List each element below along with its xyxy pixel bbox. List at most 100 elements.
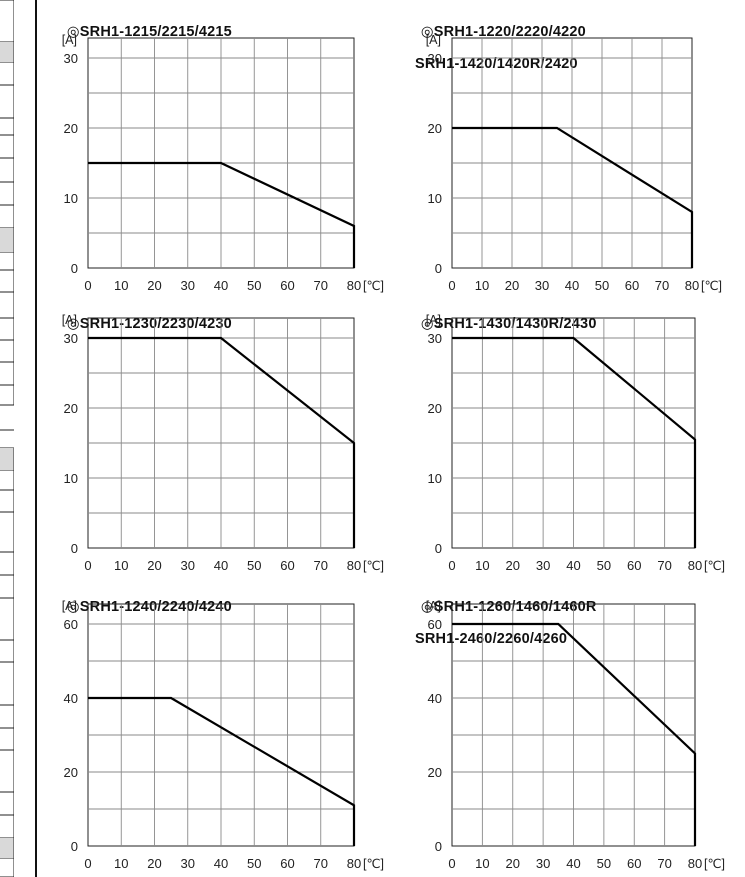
chart-title: ◎SRH1-1260/1460/1460R SRH1-2460/2260/426… [415,599,597,647]
x-tick-label: 40 [566,558,580,573]
x-tick-label: 80 [347,278,361,293]
x-axis-label: [℃] [363,279,384,293]
x-tick-label: 30 [535,278,549,293]
x-tick-label: 70 [314,278,328,293]
y-tick-label: 10 [428,191,442,206]
derating-chart-1240: ◎SRH1-1240/2240/4240 0 20 40 60 [A] 0 10 20 30 40… [50,583,390,873]
y-tick-label: 0 [435,261,442,276]
series-line [452,622,697,846]
x-tick-label: 30 [181,278,195,293]
x-tick-label: 50 [247,558,261,573]
y-tick-label: 20 [428,401,442,416]
x-tick-label: 60 [627,856,641,871]
series-line [452,336,697,548]
x-tick-label: 20 [147,856,161,871]
x-tick-label: 70 [314,558,328,573]
x-axis-label: [℃] [363,559,384,573]
x-tick-label: 10 [114,278,128,293]
x-tick-label: 40 [214,856,228,871]
y-tick-label: 30 [428,331,442,346]
derating-chart-1260: ◎SRH1-1260/1460/1460R SRH1-2460/2260/426… [404,583,744,873]
chart-title: ◎SRH1-1430/1430R/2430 [420,316,597,332]
y-axis-label: [A] [426,599,441,613]
y-axis-label: [A] [62,599,77,613]
x-tick-label: 80 [685,278,699,293]
series-line [88,336,356,548]
y-tick-label: 60 [428,617,442,632]
x-tick-label: 0 [448,278,455,293]
x-tick-label: 50 [595,278,609,293]
x-axis-label: [℃] [704,857,725,871]
x-tick-label: 40 [214,278,228,293]
x-tick-label: 50 [597,558,611,573]
chart-plot: 0 20 40 60 [A] 0 10 20 30 40 50 60 70 80 [℃] [426,599,725,871]
x-tick-label: 70 [657,558,671,573]
chart-title: ◎SRH1-1230/2230/4230 [66,316,232,332]
x-tick-label: 50 [247,278,261,293]
x-tick-label: 0 [84,278,91,293]
y-tick-label: 0 [435,839,442,854]
x-tick-label: 80 [347,856,361,871]
y-tick-label: 0 [435,541,442,556]
x-tick-label: 30 [181,558,195,573]
x-axis-label: [℃] [701,279,722,293]
y-tick-label: 40 [64,691,78,706]
derating-chart-1430: ◎SRH1-1430/1430R/2430 0 10 20 30 [A] 0 10 20 30 4… [404,300,744,590]
x-tick-label: 0 [448,856,455,871]
y-tick-label: 30 [428,51,442,66]
x-tick-label: 70 [657,856,671,871]
y-tick-label: 20 [64,401,78,416]
y-tick-label: 30 [64,51,78,66]
x-tick-label: 20 [147,558,161,573]
x-tick-label: 60 [280,558,294,573]
y-tick-label: 20 [428,121,442,136]
x-tick-label: 60 [280,278,294,293]
x-tick-label: 30 [536,856,550,871]
x-tick-label: 10 [114,856,128,871]
y-tick-label: 0 [71,839,78,854]
x-tick-label: 50 [597,856,611,871]
x-tick-label: 10 [475,278,489,293]
x-tick-label: 80 [688,856,702,871]
derating-chart-1215: ◎SRH1-1215/2215/4215 0 10 20 30 [A] 0 10 20 30 40… [50,8,390,298]
chart-plot: 0 10 20 30 [A] 0 10 20 30 40 50 60 70 80 [℃] [426,313,725,573]
x-axis-label: [℃] [704,559,725,573]
x-tick-label: 30 [536,558,550,573]
y-tick-label: 20 [428,765,442,780]
chart-title: ◎SRH1-1220/2220/4220 SRH1-1420/1420R/242… [415,24,586,72]
y-tick-label: 10 [64,471,78,486]
y-tick-label: 30 [64,331,78,346]
y-axis-label: [A] [426,33,441,47]
derating-chart-1230: ◎SRH1-1230/2230/4230 0 10 20 30 [A] 0 10 20 30 40… [50,300,390,590]
x-tick-label: 10 [475,856,489,871]
x-tick-label: 30 [181,856,195,871]
x-tick-label: 50 [247,856,261,871]
y-tick-label: 20 [64,121,78,136]
x-tick-label: 20 [505,278,519,293]
series-line [452,126,694,268]
x-tick-label: 80 [688,558,702,573]
y-tick-label: 40 [428,691,442,706]
x-tick-label: 20 [506,558,520,573]
x-tick-label: 80 [347,558,361,573]
y-tick-label: 0 [71,261,78,276]
x-tick-label: 10 [114,558,128,573]
chart-plot: 0 10 20 30 [A] 0 10 20 30 40 50 60 70 80 [℃] [62,33,384,293]
chart-plot: 0 10 20 30 [A] 0 10 20 30 40 50 60 70 80 [℃] [62,313,384,573]
x-tick-label: 20 [506,856,520,871]
column-divider [35,0,37,877]
series-line [88,696,356,846]
x-tick-label: 60 [280,856,294,871]
y-axis-label: [A] [62,313,77,327]
y-tick-label: 60 [64,617,78,632]
x-tick-label: 70 [655,278,669,293]
left-table-edge [0,0,14,877]
x-tick-label: 40 [214,558,228,573]
x-tick-label: 60 [627,558,641,573]
x-tick-label: 20 [147,278,161,293]
y-axis-label: [A] [426,313,441,327]
chart-plot: 0 10 20 30 [A] 0 10 20 30 40 50 60 70 80 [℃] [426,33,722,293]
x-tick-label: 10 [475,558,489,573]
chart-title: ◎SRH1-1215/2215/4215 [66,24,232,40]
x-tick-label: 0 [84,856,91,871]
